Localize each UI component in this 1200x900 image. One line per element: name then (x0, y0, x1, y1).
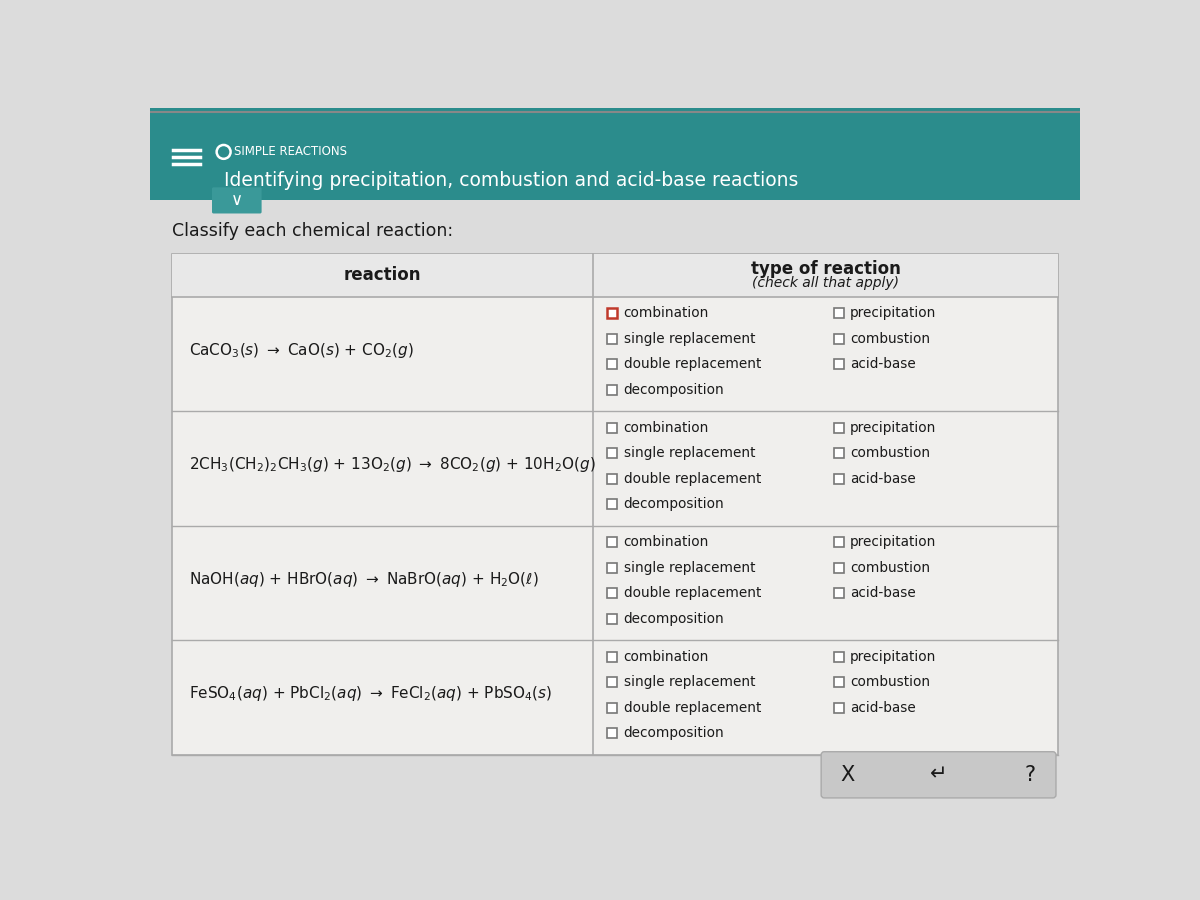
Bar (834, 308, 844, 319)
Text: decomposition: decomposition (624, 612, 725, 625)
Text: double replacement: double replacement (624, 701, 761, 715)
FancyBboxPatch shape (821, 752, 1056, 798)
Text: combination: combination (624, 536, 709, 549)
Bar (834, 537, 844, 547)
Bar (834, 359, 844, 369)
Text: ↵: ↵ (930, 765, 948, 785)
Text: Identifying precipitation, combustion and acid-base reactions: Identifying precipitation, combustion an… (223, 171, 798, 190)
Text: combination: combination (624, 306, 709, 320)
Text: (check all that apply): (check all that apply) (752, 276, 899, 290)
Text: decomposition: decomposition (624, 382, 725, 397)
Bar (172, 255, 1058, 755)
Bar (834, 562, 844, 572)
Bar (834, 473, 844, 483)
Bar (607, 384, 617, 394)
Bar (834, 703, 844, 713)
Bar (607, 359, 617, 369)
Text: double replacement: double replacement (624, 586, 761, 600)
Text: NaOH($aq$) + HBrO($aq$) $\rightarrow$ NaBrO($aq$) + H$_2$O($\ell$): NaOH($aq$) + HBrO($aq$) $\rightarrow$ Na… (188, 570, 539, 589)
Text: combustion: combustion (850, 446, 930, 460)
Bar (607, 703, 617, 713)
Bar (834, 334, 844, 344)
Text: single replacement: single replacement (624, 331, 755, 346)
Text: SIMPLE REACTIONS: SIMPLE REACTIONS (234, 146, 348, 158)
Text: single replacement: single replacement (624, 561, 755, 575)
Bar (834, 448, 844, 458)
Text: double replacement: double replacement (624, 472, 761, 486)
Bar (607, 473, 617, 483)
Bar (607, 562, 617, 572)
Bar (607, 678, 617, 688)
Text: combustion: combustion (850, 331, 930, 346)
Bar (607, 334, 617, 344)
Text: acid-base: acid-base (850, 472, 916, 486)
Text: 2CH$_3$(CH$_2$)$_2$CH$_3$($g$) + 13O$_2$($g$) $\rightarrow$ 8CO$_2$($g$) + 10H$_: 2CH$_3$(CH$_2$)$_2$CH$_3$($g$) + 13O$_2$… (188, 455, 595, 474)
Bar (607, 537, 617, 547)
Text: acid-base: acid-base (850, 586, 916, 600)
Text: acid-base: acid-base (850, 357, 916, 371)
Bar (834, 589, 844, 598)
Bar (834, 652, 844, 662)
Text: combustion: combustion (850, 675, 930, 689)
Bar (607, 589, 617, 598)
Text: Classify each chemical reaction:: Classify each chemical reaction: (172, 222, 452, 240)
Bar (607, 614, 617, 624)
Text: decomposition: decomposition (624, 497, 725, 511)
Bar (607, 652, 617, 662)
Text: reaction: reaction (343, 266, 421, 284)
Text: precipitation: precipitation (850, 536, 936, 549)
Bar (607, 423, 617, 433)
Text: ?: ? (1024, 765, 1036, 785)
Text: combination: combination (624, 650, 709, 664)
Bar (607, 500, 617, 509)
Bar (834, 678, 844, 688)
Bar (150, 108, 1080, 201)
Text: single replacement: single replacement (624, 446, 755, 460)
Text: single replacement: single replacement (624, 675, 755, 689)
Text: CaCO$_3$($s$) $\rightarrow$ CaO($s$) + CO$_2$($g$): CaCO$_3$($s$) $\rightarrow$ CaO($s$) + C… (188, 340, 414, 360)
Text: type of reaction: type of reaction (751, 259, 901, 277)
Bar (172, 255, 1058, 297)
Text: combustion: combustion (850, 561, 930, 575)
Text: acid-base: acid-base (850, 701, 916, 715)
FancyBboxPatch shape (212, 187, 262, 213)
Text: double replacement: double replacement (624, 357, 761, 371)
Text: X: X (840, 765, 854, 785)
Text: precipitation: precipitation (850, 650, 936, 664)
Bar (834, 423, 844, 433)
Text: precipitation: precipitation (850, 420, 936, 435)
Bar (607, 728, 617, 738)
Text: combination: combination (624, 420, 709, 435)
Text: ∨: ∨ (230, 192, 242, 210)
Text: decomposition: decomposition (624, 726, 725, 740)
Bar (607, 308, 617, 319)
Bar (607, 448, 617, 458)
Circle shape (220, 148, 227, 156)
Text: FeSO$_4$($aq$) + PbCl$_2$($aq$) $\rightarrow$ FeCl$_2$($aq$) + PbSO$_4$($s$): FeSO$_4$($aq$) + PbCl$_2$($aq$) $\righta… (188, 684, 552, 703)
Text: precipitation: precipitation (850, 306, 936, 320)
